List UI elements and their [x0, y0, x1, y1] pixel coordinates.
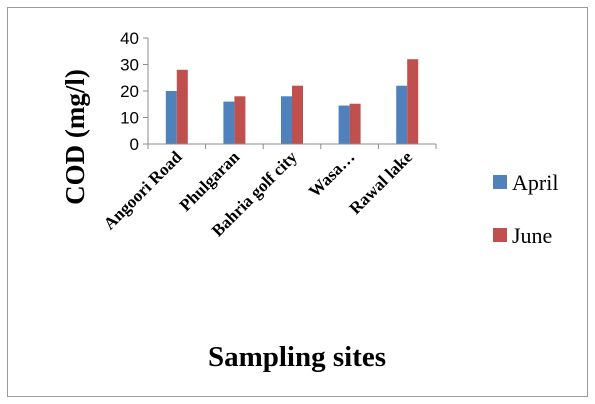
bar-june [176, 69, 188, 144]
category-label: Rawal lake [345, 147, 416, 218]
legend: April June [493, 170, 558, 248]
y-tick-label: 20 [120, 82, 139, 101]
y-tick-label: 0 [130, 135, 139, 154]
bar-june [234, 96, 246, 144]
bar-april [338, 105, 350, 144]
legend-label-april: April [512, 170, 558, 195]
x-axis-title: Sampling sites [208, 341, 386, 373]
bars [147, 59, 437, 149]
y-axis-ticks: 0 10 20 30 40 [120, 29, 148, 154]
chart-frame [7, 7, 588, 397]
bar-april [281, 96, 292, 144]
y-tick-label: 40 [120, 29, 139, 48]
bar-april [165, 91, 177, 144]
bar-june [349, 103, 361, 144]
category-label: Angoori Road [100, 147, 186, 233]
legend-swatch-june [493, 228, 507, 242]
y-axis-title: COD (mg/l) [60, 69, 90, 205]
bar-april [223, 101, 235, 144]
legend-swatch-april [493, 175, 507, 189]
y-tick-label: 30 [120, 56, 139, 75]
y-tick-label: 10 [120, 109, 139, 128]
category-label: Wasa… [305, 147, 359, 201]
legend-label-june: June [512, 223, 552, 248]
bar-june [407, 59, 419, 145]
bar-june [292, 85, 303, 144]
bar-april [396, 85, 408, 144]
